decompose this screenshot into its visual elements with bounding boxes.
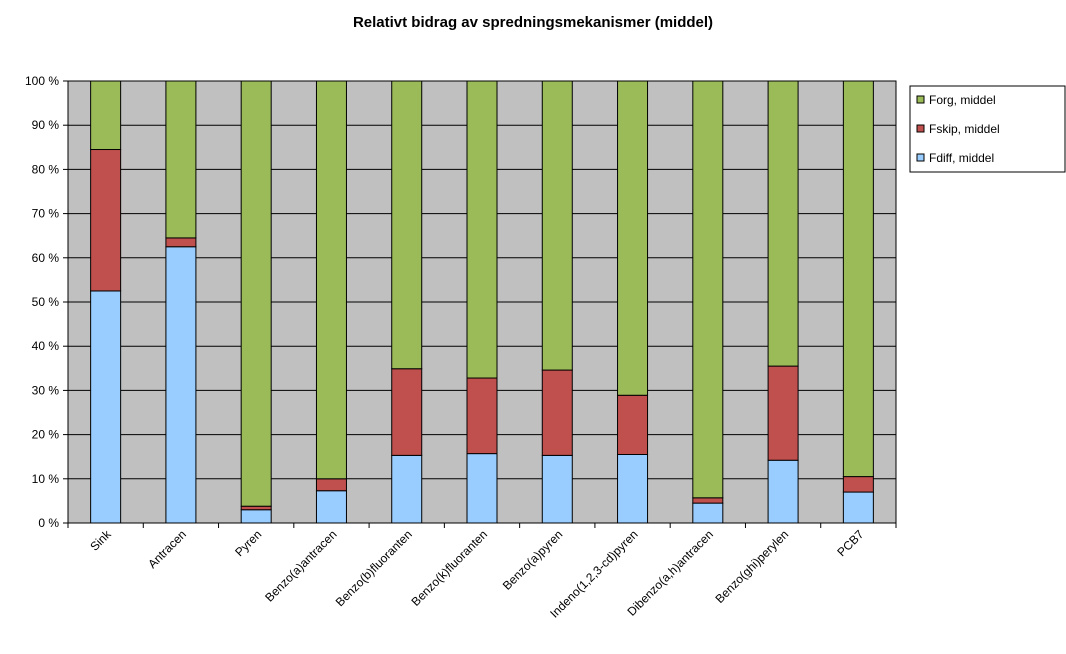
legend-label: Fdiff, middel — [929, 151, 994, 165]
x-tick-label: Antracen — [145, 527, 189, 571]
y-tick-label: 100 % — [25, 74, 59, 88]
plot-border — [67, 80, 897, 524]
bar-segment — [692, 80, 724, 499]
x-tick-label: Sink — [87, 527, 114, 554]
x-tick-label: Benzo(ghi)perylen — [712, 527, 791, 606]
bar-segment — [842, 476, 874, 493]
y-tick-label: 60 % — [32, 251, 60, 265]
y-tick-label: 70 % — [32, 207, 60, 221]
bar-segment — [692, 497, 724, 504]
bar-segment — [165, 80, 197, 239]
y-tick-label: 40 % — [32, 339, 60, 353]
bar-segment — [240, 80, 272, 507]
y-tick-label: 30 % — [32, 383, 60, 397]
x-tick-label: Benzo(a)pyren — [500, 527, 566, 593]
bar-segment — [391, 454, 423, 524]
bar-segment — [466, 377, 498, 455]
bar-segment — [767, 80, 799, 367]
bar-segment — [541, 454, 573, 524]
legend-box — [909, 85, 1066, 173]
bar-segment — [391, 368, 423, 456]
bar-segment — [315, 490, 347, 524]
bar-segment — [240, 509, 272, 524]
bar-segment — [767, 459, 799, 524]
bar-segment — [90, 149, 122, 292]
bar-segment — [767, 365, 799, 461]
y-tick-label: 0 % — [38, 516, 59, 530]
bar-segment — [617, 394, 649, 455]
chart-title: Relativt bidrag av spredningsmekanismer … — [353, 14, 713, 31]
y-tick-label: 50 % — [32, 295, 60, 309]
legend: Forg, middel Fskip, middel Fdiff, middel — [909, 85, 1066, 173]
legend-swatch — [916, 153, 925, 162]
legend-label: Fskip, middel — [929, 122, 1000, 136]
x-tick-label: Benzo(a)antracen — [262, 527, 339, 604]
legend-swatch — [916, 124, 925, 133]
bar-segment — [466, 453, 498, 524]
legend-label: Forg, middel — [929, 93, 996, 107]
bar-segment — [617, 80, 649, 396]
bar-segment — [90, 290, 122, 524]
bar-segment — [315, 80, 347, 480]
bar-segment — [165, 246, 197, 524]
bar-segment — [165, 237, 197, 248]
bar-segment — [842, 491, 874, 524]
bar-segment — [240, 505, 272, 511]
x-tick-label: Dibenzo(a,h)antracen — [624, 527, 716, 619]
x-tick-label: PCB7 — [834, 527, 866, 559]
bar-segment — [315, 478, 347, 492]
bar-segment — [466, 80, 498, 379]
plot-area — [63, 80, 897, 528]
y-tick-label: 10 % — [32, 472, 60, 486]
bar-segment — [692, 502, 724, 524]
bar-segment — [90, 80, 122, 151]
x-tick-label: Pyren — [232, 527, 264, 559]
bar-segment — [541, 80, 573, 371]
x-tick-label: Benzo(b)fluoranten — [333, 527, 415, 609]
x-tick-label: Benzo(k)fluoranten — [409, 527, 491, 609]
y-axis-labels: 0 % 10 % 20 % 30 % 40 % 50 % 60 % 70 % 80 % 90 % 1… — [25, 74, 59, 530]
x-axis-labels: Sink Antracen PyrenBenzo(a)antracenBenzo(b… — [87, 527, 866, 621]
bar-segment — [842, 80, 874, 478]
y-tick-label: 80 % — [32, 162, 60, 176]
bar-segment — [541, 369, 573, 456]
legend-swatch — [916, 95, 925, 104]
y-tick-label: 20 % — [32, 428, 60, 442]
bar-segment — [617, 453, 649, 524]
bar-segment — [391, 80, 423, 370]
y-tick-label: 90 % — [32, 118, 60, 132]
